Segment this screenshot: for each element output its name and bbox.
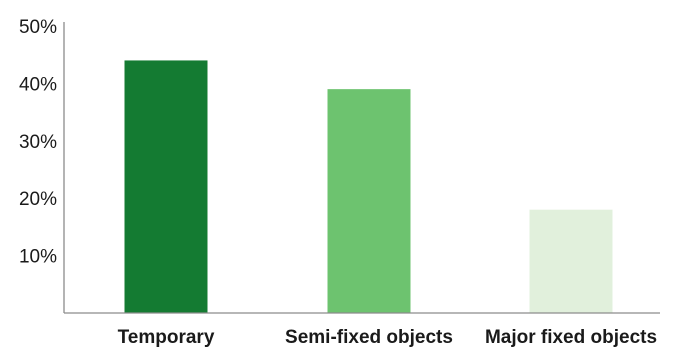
x-category-label: Major fixed objects — [485, 327, 657, 348]
bar-semi-fixed-objects — [327, 89, 411, 313]
y-tick-label: 10% — [19, 247, 57, 268]
bar-temporary — [124, 60, 208, 313]
x-category-label: Temporary — [118, 327, 215, 348]
bar-major-fixed-objects — [529, 209, 613, 313]
x-category-label: Semi-fixed objects — [285, 327, 453, 348]
y-axis-ticks: 10% 20% 30% 40% 50% — [19, 17, 57, 268]
y-tick-label: 30% — [19, 132, 57, 153]
y-tick-label: 40% — [19, 74, 57, 95]
y-tick-label: 20% — [19, 189, 57, 210]
y-tick-label: 50% — [19, 17, 57, 38]
bars — [124, 60, 613, 313]
x-axis-labels: Temporary Semi-fixed objects Major fixed o… — [118, 327, 657, 348]
